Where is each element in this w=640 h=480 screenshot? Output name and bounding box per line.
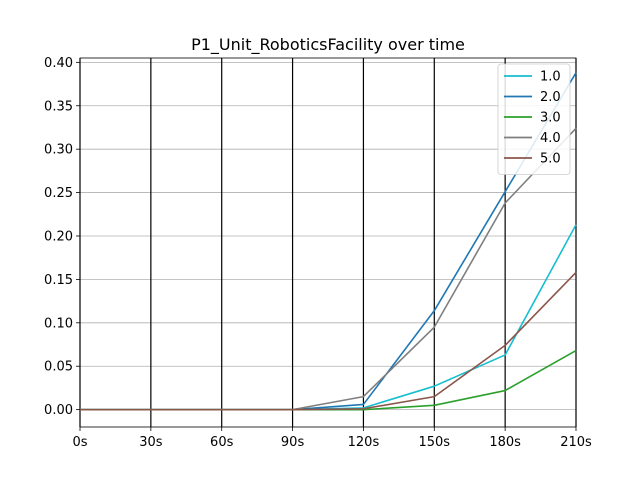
y-tick-label: 0.20 bbox=[44, 229, 73, 244]
legend-label: 5.0 bbox=[540, 152, 561, 167]
y-tick-label: 0.40 bbox=[44, 56, 73, 71]
x-tick-label: 90s bbox=[281, 435, 305, 450]
legend-label: 1.0 bbox=[540, 70, 561, 85]
series-lines bbox=[80, 72, 577, 411]
y-tick-label: 0.00 bbox=[44, 403, 73, 418]
y-tick-label: 0.25 bbox=[44, 186, 73, 201]
legend-label: 3.0 bbox=[540, 111, 561, 126]
legend-label: 4.0 bbox=[540, 131, 561, 146]
legend: 1.0 2.0 3.0 4.0 5.0 bbox=[497, 63, 571, 175]
y-tick-label: 0.35 bbox=[44, 99, 73, 114]
y-tick-label: 0.10 bbox=[44, 316, 73, 331]
axes: 0.00 0.05 0.10 0.15 0.20 0.25 0.30 0.35 0.40 0s 30… bbox=[44, 56, 592, 450]
x-tick-label: 120s bbox=[348, 435, 380, 450]
plot-frame bbox=[79, 57, 577, 428]
y-tick-label: 0.15 bbox=[44, 273, 73, 288]
x-tick-label: 60s bbox=[210, 435, 234, 450]
x-tick-label: 210s bbox=[560, 435, 592, 450]
x-tick-label: 150s bbox=[418, 435, 450, 450]
legend-label: 2.0 bbox=[540, 90, 561, 105]
chart-title: P1_Unit_RoboticsFacility over time bbox=[191, 35, 465, 55]
x-tick-label: 180s bbox=[489, 435, 521, 450]
y-tick-label: 0.05 bbox=[44, 360, 73, 375]
x-tick-label: 0s bbox=[72, 435, 87, 450]
x-tick-label: 30s bbox=[139, 435, 163, 450]
y-tick-label: 0.30 bbox=[44, 143, 73, 158]
legend-box bbox=[497, 63, 571, 175]
series-line-5-0 bbox=[80, 271, 577, 411]
